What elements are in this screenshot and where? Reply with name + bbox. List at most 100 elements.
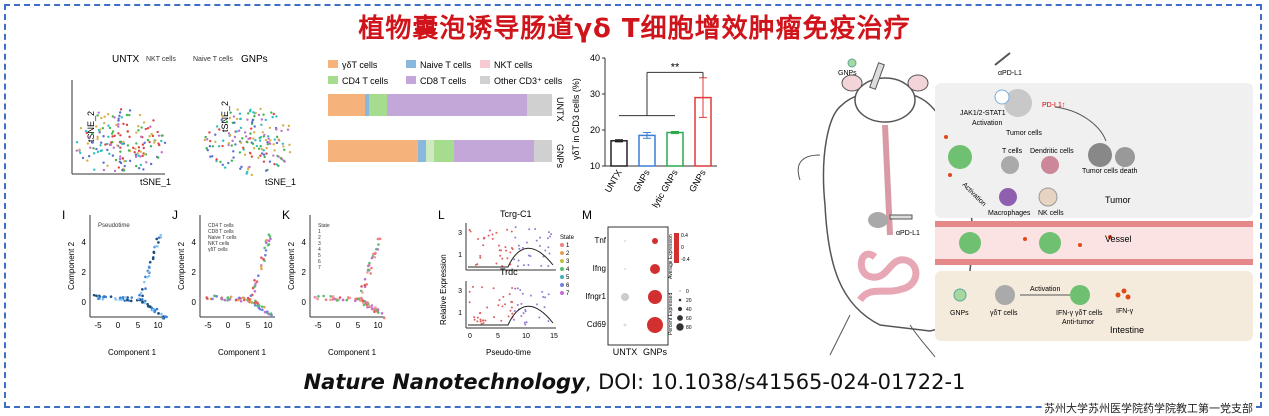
expr-point — [525, 321, 528, 324]
dot-mark — [621, 293, 629, 301]
tsne-point — [249, 127, 253, 130]
tsne-point — [148, 140, 151, 144]
dot-legend-tick: -0.4 — [681, 257, 690, 263]
label-tumor-cells: Tumor cells — [1006, 130, 1042, 137]
expr-point — [521, 292, 524, 295]
tsne-point — [137, 125, 140, 128]
stacked-bar-untx — [328, 94, 552, 116]
traj-point — [102, 295, 105, 299]
tsne-point — [143, 153, 147, 156]
bar-category-label: GNPs — [687, 168, 708, 194]
tsne-point — [117, 119, 120, 122]
traj-point — [354, 297, 357, 301]
traj-point — [255, 280, 259, 283]
expr-point — [547, 264, 550, 267]
traj-point — [157, 241, 160, 244]
traj-point — [139, 291, 143, 295]
tsne-point — [246, 168, 250, 171]
tsne-point — [221, 163, 224, 166]
tsne-point — [257, 156, 260, 160]
expr-ylabel: Relative Expression — [439, 254, 448, 325]
tsne-point — [266, 135, 270, 138]
dot-legend-tick: 0 — [686, 289, 689, 295]
expr-point — [510, 306, 513, 309]
tsne-point — [142, 146, 145, 150]
expr-point — [521, 246, 524, 249]
tsne-point — [121, 157, 125, 160]
tsne-point — [160, 134, 163, 137]
traj-xlabel: Component 1 — [108, 348, 157, 357]
tsne-point — [137, 166, 141, 170]
dot-gene-label: Ifng — [593, 264, 606, 273]
traj-xtick: 0 — [116, 321, 121, 330]
expr-point — [473, 318, 476, 321]
expr-point — [513, 310, 516, 313]
tsne-point — [280, 157, 284, 161]
traj-point — [314, 296, 318, 299]
traj-point — [360, 285, 363, 288]
tsne-point — [277, 138, 280, 141]
expr-point — [473, 316, 476, 319]
traj-point — [366, 264, 370, 268]
vessel — [935, 221, 1253, 265]
tsne-point — [246, 141, 249, 144]
expr-point — [544, 249, 547, 252]
traj-ylabel: Component 2 — [67, 241, 76, 290]
panel-letter: K — [282, 208, 290, 222]
gdt-cell-vessel-2 — [1039, 232, 1061, 254]
expr-state-label: 7 — [566, 291, 570, 297]
tsne-point — [117, 123, 120, 126]
expr-point — [511, 312, 514, 315]
trajectory-panel-J: J 4 2 0 -5 0 5 10 Component 2 Component 1 CD4 T ce… — [172, 208, 275, 357]
tsne-ylabel-2: tSNE_2 — [220, 101, 230, 132]
stacked-row-gnps: GNPs — [555, 144, 565, 169]
tsne-point — [111, 130, 115, 133]
expr-point — [505, 249, 508, 252]
nk-cell-icon — [1038, 187, 1058, 207]
tsne-xlabel-2: tSNE_1 — [265, 177, 296, 187]
traj-point — [247, 298, 251, 301]
label-apd-mouse: αPD-L1 — [896, 230, 920, 237]
traj-point — [121, 295, 125, 299]
gnps-particle-icon — [847, 58, 857, 68]
expr-state-swatch — [560, 291, 564, 295]
traj-point — [361, 291, 364, 294]
expr-point — [524, 323, 527, 326]
tsne-point — [102, 135, 105, 138]
traj-point — [143, 301, 147, 305]
expr-state-swatch — [560, 283, 564, 287]
tsne-point — [150, 132, 153, 136]
tsne-point — [231, 139, 234, 143]
tsne-point — [137, 146, 141, 149]
mechanism-schematic: GNPs αPD-L1 αPD-L1 PD-L1↑ JAK1/2-STAT1 A… — [780, 45, 1260, 365]
traj-point — [266, 310, 269, 313]
tsne-point — [275, 115, 278, 118]
tsne-point — [100, 116, 103, 120]
expr-gene-title: Trdc — [500, 267, 518, 277]
traj-point — [157, 312, 160, 315]
tsne-point — [209, 155, 212, 158]
tsne-point — [96, 150, 100, 154]
traj-point — [101, 298, 105, 301]
tsne-point — [262, 160, 266, 163]
tsne-point — [234, 143, 237, 146]
expr-point — [497, 244, 500, 247]
traj-point — [374, 251, 377, 255]
tsne-point — [119, 140, 123, 143]
label-apd-top: αPD-L1 — [998, 70, 1022, 77]
traj-legend-item: 4 — [318, 247, 321, 253]
traj-xtick: 5 — [356, 321, 361, 330]
tsne-point — [146, 138, 150, 142]
label-intestine: Intestine — [1110, 325, 1144, 335]
expr-state-swatch — [560, 275, 564, 279]
tsne-point — [203, 138, 207, 142]
traj-xtick: 10 — [264, 321, 273, 330]
tsne-point — [282, 145, 285, 148]
tsne-point — [154, 139, 157, 142]
tsne-point — [257, 113, 261, 117]
tsne-point — [93, 168, 96, 171]
expr-point — [506, 257, 509, 260]
dot-mark — [624, 240, 626, 242]
tsne-point — [104, 143, 107, 146]
bar-ylabel: γδT in CD3 cells (%) — [571, 78, 581, 160]
